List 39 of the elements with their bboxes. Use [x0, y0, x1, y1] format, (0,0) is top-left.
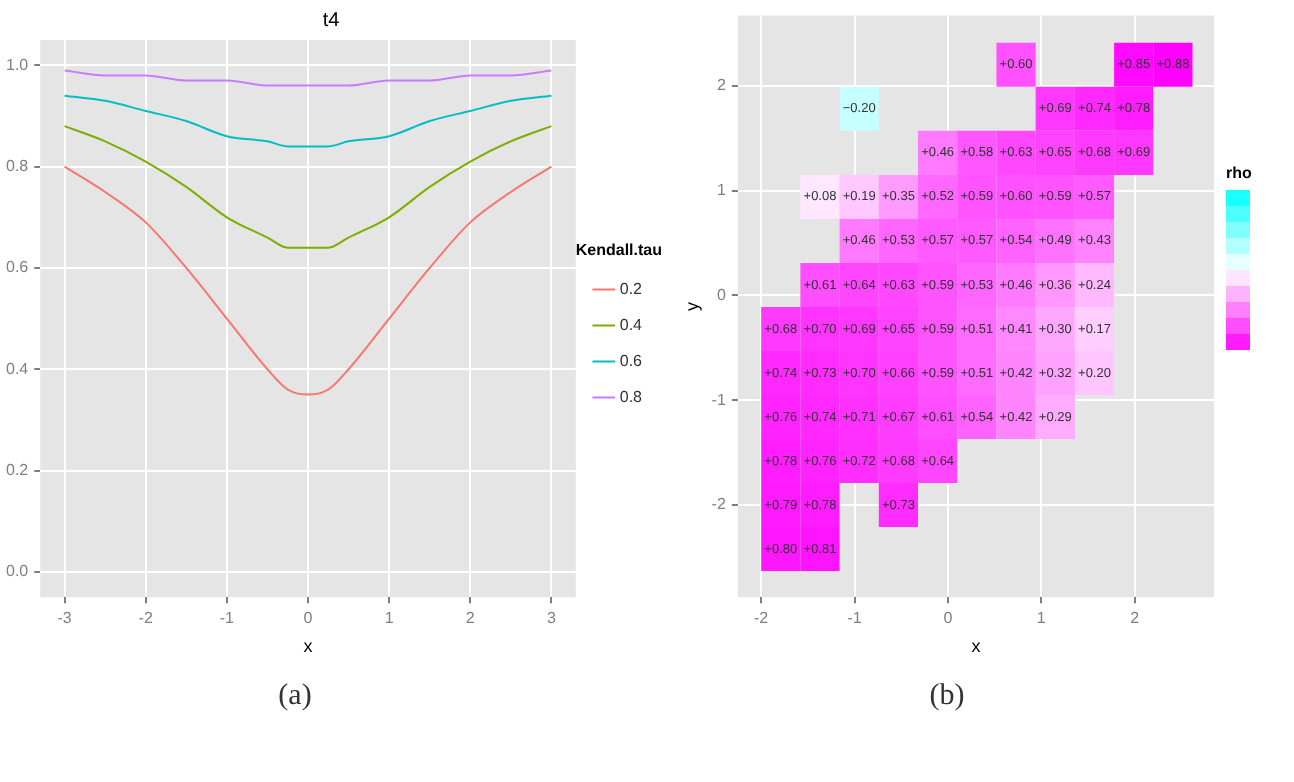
- y-tick-label: -2: [711, 495, 727, 514]
- line-series: [63, 125, 553, 249]
- y-axis-title: y: [681, 300, 702, 311]
- y-tick-label: 1.0: [5, 55, 30, 74]
- text: (a): [278, 680, 312, 714]
- x-tick-label: 1: [1036, 609, 1047, 628]
- y-tick-label: 0: [716, 285, 727, 304]
- y-tick-label: 0.8: [5, 157, 30, 176]
- y-tick-label: 0.2: [5, 460, 30, 479]
- x-tick-label: -3: [57, 609, 73, 628]
- chart-title: t4: [322, 9, 341, 32]
- legend-label: 0.8: [619, 388, 644, 407]
- x-tick-label: -2: [754, 609, 770, 628]
- x-tick-label: -1: [847, 609, 863, 628]
- x-tick-label: 0: [943, 609, 954, 628]
- x-tick-label: 1: [384, 609, 395, 628]
- x-axis-title: x: [303, 636, 314, 657]
- x-tick-label: 3: [546, 609, 557, 628]
- text: (b): [929, 680, 965, 714]
- x-tick-label: 0: [303, 609, 314, 628]
- line-series: [63, 94, 553, 148]
- legend-title: Kendall.tau: [575, 240, 663, 259]
- x-axis-title: x: [971, 636, 982, 657]
- y-tick-label: 1: [716, 181, 727, 200]
- y-tick-label: -1: [711, 390, 727, 409]
- y-tick-label: 0.4: [5, 359, 30, 378]
- color-bar-title: rho: [1226, 164, 1252, 182]
- legend-label: 0.4: [619, 316, 644, 335]
- x-tick-label: 2: [465, 609, 476, 628]
- x-tick-label: -2: [138, 609, 154, 628]
- y-tick-label: 2: [716, 76, 727, 95]
- legend-label: 0.6: [619, 352, 644, 371]
- y-tick-label: 0.6: [5, 258, 30, 277]
- legend-label: 0.2: [619, 280, 644, 299]
- x-tick-label: -1: [219, 609, 236, 628]
- line-series: [63, 69, 553, 87]
- line-series: [63, 165, 553, 396]
- y-tick-label: 0.0: [5, 562, 30, 581]
- x-tick-label: 2: [1130, 609, 1141, 628]
